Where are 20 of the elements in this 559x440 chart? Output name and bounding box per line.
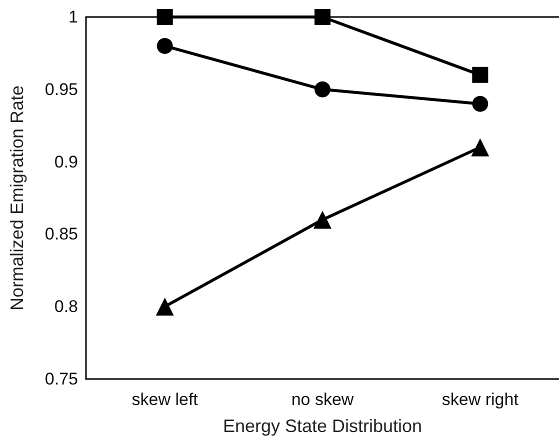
point (156, 9, 173, 25)
point (156, 298, 174, 316)
point (471, 138, 490, 156)
y-tick-label: 0.75 (44, 370, 78, 388)
point (314, 9, 330, 25)
x-tick-label: no skew (291, 390, 354, 409)
x-tick-label: skew right (442, 390, 519, 409)
point (156, 38, 173, 54)
point (472, 96, 488, 112)
point (472, 66, 488, 83)
y-tick-label: 0.85 (44, 224, 78, 244)
y-tick-label: 0.8 (54, 297, 78, 316)
y-tick-label: 1 (68, 8, 78, 26)
point (314, 210, 332, 229)
x-tick-label: skew left (132, 390, 198, 409)
y-axis-title: Normalized Emigration Rate (7, 85, 27, 311)
point (314, 81, 330, 98)
y-tick-label: 0.95 (44, 80, 78, 99)
x-axis-title: Energy State Distribution (222, 416, 422, 436)
y-tick-label: 0.9 (54, 152, 78, 172)
